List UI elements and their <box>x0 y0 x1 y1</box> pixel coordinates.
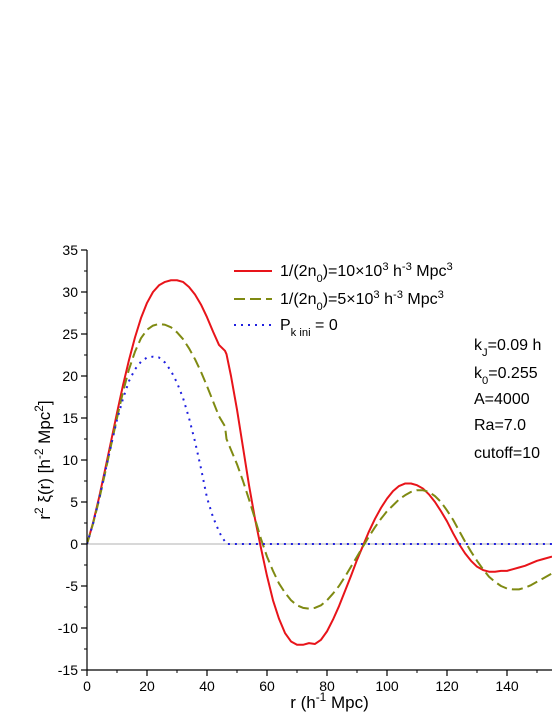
y-tick-label: 5 <box>70 494 78 510</box>
legend-label-1-part: h <box>389 263 402 280</box>
annotation-1-part: k <box>474 337 483 354</box>
x-tick-label: 120 <box>435 678 459 694</box>
series-line-1 <box>87 279 552 646</box>
legend-label-3-part: k ini <box>291 327 311 339</box>
x-axis-label-part: -1 <box>316 690 327 704</box>
annotation-5: cutoff=10 <box>474 445 540 462</box>
y-axis-label-part: ] <box>35 400 54 405</box>
legend-label-1: 1/(2n0)=10×103 h-3 Mpc3 <box>280 261 453 285</box>
annotation-4-part: Ra=7.0 <box>474 417 526 434</box>
series-line-2 <box>87 322 552 610</box>
y-tick-label: 35 <box>62 242 78 258</box>
annotation-4: Ra=7.0 <box>474 417 526 434</box>
annotation-2: k0=0.255 <box>474 365 538 387</box>
legend-label-1-part: 1/(2n <box>280 263 316 280</box>
annotation-5-part: cutoff=10 <box>474 445 540 462</box>
legend-label-2-part: -3 <box>393 289 403 301</box>
legend-label-2-part: )=5×10 <box>323 291 374 308</box>
x-axis-label-part: Mpc) <box>326 693 369 712</box>
annotation-3-part: A=4000 <box>474 391 530 408</box>
legend-label-1-part: Mpc <box>412 263 447 280</box>
legend-label-1-part: -3 <box>402 261 412 273</box>
x-tick-label: 100 <box>375 678 399 694</box>
legend-label-1-part: 3 <box>447 261 453 273</box>
annotation-1-part: J <box>482 347 488 359</box>
y-axis-label-part: ξ(r) [h <box>35 459 54 507</box>
legend-label-1-part: 3 <box>382 261 388 273</box>
y-axis-label-part: r <box>35 514 54 520</box>
y-tick-label: 20 <box>62 368 78 384</box>
y-tick-label: 10 <box>62 452 78 468</box>
y-axis-label-part: -2 <box>32 448 46 459</box>
legend-label-2-part: 3 <box>373 289 379 301</box>
legend-label-1-part: 0 <box>316 273 322 285</box>
legend-label-1-part: )=10×10 <box>323 263 383 280</box>
legend-label-2-part: 0 <box>316 301 322 313</box>
y-tick-label: -5 <box>66 578 79 594</box>
legend-label-2-part: 3 <box>438 289 444 301</box>
y-tick-label: 30 <box>62 284 78 300</box>
legend-label-3-part: P <box>280 317 291 334</box>
x-tick-label: 140 <box>495 678 519 694</box>
annotation-3: A=4000 <box>474 391 530 408</box>
y-tick-label: -15 <box>58 662 78 678</box>
y-axis-label-part: 2 <box>32 405 46 412</box>
y-tick-label: -10 <box>58 620 78 636</box>
x-tick-label: 60 <box>259 678 275 694</box>
series-line-3 <box>87 355 552 545</box>
annotation-2-part: k <box>474 365 483 382</box>
x-tick-label: 80 <box>319 678 335 694</box>
annotation-2-part: =0.255 <box>488 365 537 382</box>
legend-label-3-part: = 0 <box>311 317 338 334</box>
y-tick-label: 0 <box>70 536 78 552</box>
x-tick-label: 20 <box>139 678 155 694</box>
y-tick-label: 15 <box>62 410 78 426</box>
annotation-1: kJ=0.09 h <box>474 337 541 359</box>
y-tick-label: 25 <box>62 326 78 342</box>
y-axis-label-part: 2 <box>32 507 46 514</box>
y-axis-label: r2 ξ(r) [h-2 Mpc2] <box>32 400 54 519</box>
y-axis-label-part: Mpc <box>35 411 54 448</box>
x-tick-label: 0 <box>83 678 91 694</box>
x-axis-label-part: r (h <box>290 693 316 712</box>
legend-label-2-part: h <box>380 291 393 308</box>
x-tick-label: 40 <box>199 678 215 694</box>
legend-label-3: Pk ini = 0 <box>280 317 338 339</box>
legend-label-2-part: 1/(2n <box>280 291 316 308</box>
axes-layer: 0 20 40 60 80 100 120 140-15-10-505101520253035… <box>32 242 552 712</box>
legend-label-2: 1/(2n0)=5×103 h-3 Mpc3 <box>280 289 444 313</box>
x-axis-label: r (h-1 Mpc) <box>290 690 369 712</box>
legend-label-2-part: Mpc <box>403 291 438 308</box>
annotation-2-part: 0 <box>482 375 488 387</box>
annotation-1-part: =0.09 h <box>488 337 542 354</box>
series-layer <box>87 279 552 646</box>
